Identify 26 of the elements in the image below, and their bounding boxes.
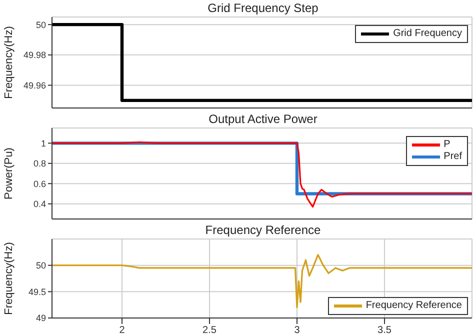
- x-tick-label: 2.5: [202, 325, 217, 334]
- y-axis-title: Frequency(Hz): [2, 242, 15, 315]
- x-tick-label: 3: [294, 325, 300, 334]
- y-axis-title: Power(Pu): [2, 148, 15, 200]
- x-tick-label: 3.5: [378, 325, 392, 334]
- y-tick-label: 49.96: [23, 80, 46, 90]
- chart-title: Frequency Reference: [204, 223, 322, 237]
- y-tick-label: 49.98: [23, 50, 46, 60]
- legend-label: Grid Frequency: [393, 28, 462, 40]
- y-axis-title: Frequency(Hz): [2, 26, 15, 99]
- chart-title: Grid Frequency Step: [206, 1, 320, 15]
- chart-title: Output Active Power: [208, 112, 318, 126]
- y-tick-label: 0.8: [33, 158, 46, 169]
- y-tick-label: 49.5: [28, 286, 46, 297]
- y-tick-label: 50: [36, 20, 46, 30]
- line-series: [52, 141, 472, 208]
- line-series: [52, 254, 472, 308]
- y-tick-label: 1: [40, 138, 46, 148]
- legend-label: Pref: [444, 151, 462, 163]
- legend-label: P: [444, 139, 450, 151]
- y-tick-label: 0.4: [33, 199, 46, 210]
- y-tick-label: 0.6: [33, 178, 46, 189]
- x-tick-label: 2: [119, 325, 126, 334]
- y-tick-label: 49: [36, 313, 46, 324]
- legend-label: Frequency Reference: [366, 300, 462, 312]
- y-tick-label: 50: [36, 260, 46, 271]
